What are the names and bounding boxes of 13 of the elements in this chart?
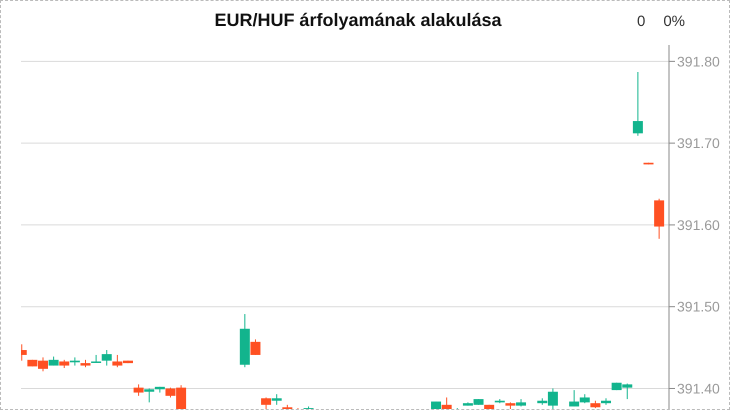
y-tick-label: 391.70: [677, 135, 720, 152]
candlestick: [134, 384, 144, 396]
candlestick: [632, 71, 643, 136]
y-tick-label: 391.60: [677, 216, 720, 233]
text: 0%: [663, 13, 686, 30]
y-tick-label: 391.40: [677, 380, 720, 396]
y-tick-label: 391.80: [677, 53, 720, 70]
y-tick-label: 391.50: [677, 298, 720, 315]
candlestick: [250, 338, 260, 356]
candlestick: [91, 354, 102, 363]
chart-title: EUR/HUF árfolyamának alakulása: [214, 10, 502, 30]
text: 0: [637, 13, 646, 30]
candlestick: [102, 350, 112, 366]
